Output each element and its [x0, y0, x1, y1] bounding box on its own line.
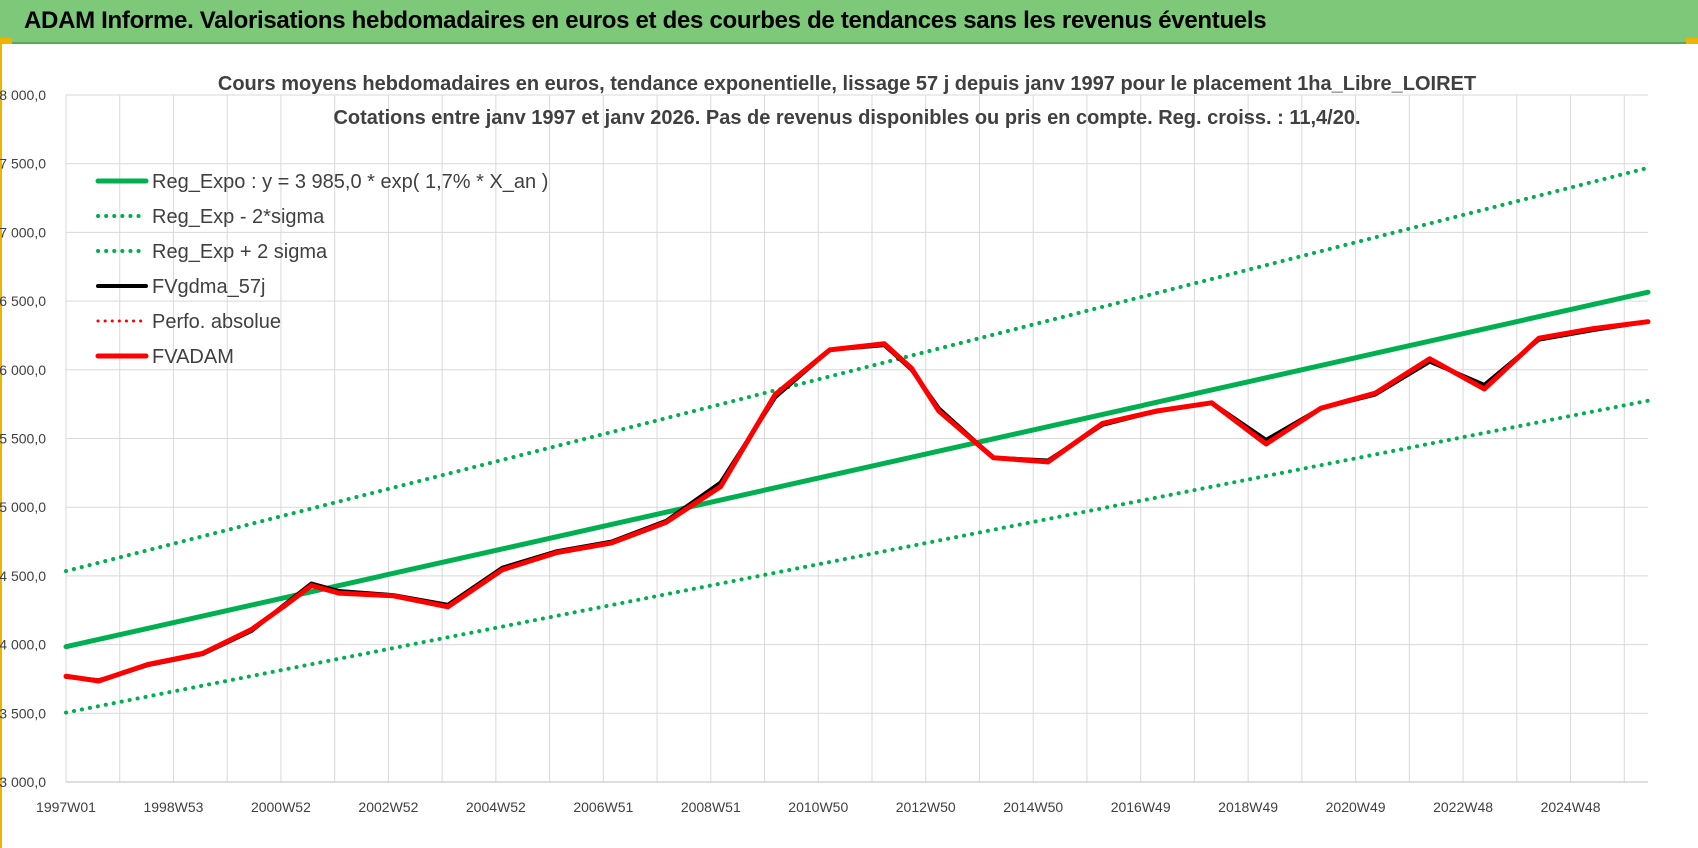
y-tick-label: 8 000,0: [0, 87, 46, 103]
y-tick-label: 5 000,0: [0, 499, 46, 515]
legend-label: Reg_Exp - 2*sigma: [152, 206, 325, 228]
x-tick-label: 1998W53: [143, 799, 203, 815]
x-tick-label: 2022W48: [1433, 799, 1493, 815]
y-tick-label: 6 000,0: [0, 362, 46, 378]
series-layer: [63, 165, 1651, 715]
y-tick-label: 6 500,0: [0, 293, 46, 309]
legend-label: FVADAM: [152, 346, 234, 368]
header-banner: ADAM Informe. Valorisations hebdomadaire…: [0, 0, 1698, 44]
x-tick-label: 1997W01: [36, 799, 96, 815]
legend-label: FVgdma_57j: [152, 276, 265, 298]
x-tick-label: 2004W52: [466, 799, 526, 815]
chart-subtitle: Cotations entre janv 1997 et janv 2026. …: [333, 107, 1360, 129]
legend: Reg_Expo : y = 3 985,0 * exp( 1,7% * X_a…: [95, 171, 548, 368]
legend-label: Perfo. absolue: [152, 311, 281, 333]
x-tick-label: 2010W50: [788, 799, 848, 815]
x-tick-label: 2020W49: [1326, 799, 1386, 815]
chart-frame: [0, 44, 1698, 848]
x-tick-label: 2018W49: [1218, 799, 1278, 815]
y-tick-label: 5 500,0: [0, 431, 46, 447]
y-tick-label: 3 000,0: [0, 774, 46, 790]
y-tick-label: 4 500,0: [0, 568, 46, 584]
legend-label: Reg_Exp + 2 sigma: [152, 241, 328, 263]
x-axis-ticks: 1997W01 1998W53 2000W52 2002W52 2004W52 2006W…: [36, 799, 1601, 815]
corner-mark-left: [0, 38, 12, 44]
page-title: ADAM Informe. Valorisations hebdomadaire…: [24, 7, 1267, 34]
chart-title: Cours moyens hebdomadaires en euros, ten…: [218, 73, 1476, 95]
y-tick-label: 4 000,0: [0, 637, 46, 653]
x-tick-label: 2000W52: [251, 799, 311, 815]
x-tick-label: 2012W50: [896, 799, 956, 815]
x-tick-label: 2008W51: [681, 799, 741, 815]
legend-label: Reg_Expo : y = 3 985,0 * exp( 1,7% * X_a…: [152, 171, 548, 193]
y-tick-label: 7 500,0: [0, 156, 46, 172]
series-line-2: [64, 165, 1650, 574]
y-axis-ticks: 3 000,0 3 500,0 4 000,0 4 500,0 5 000,0 5 500…: [0, 87, 46, 790]
x-tick-label: 2006W51: [573, 799, 633, 815]
x-tick-label: 2024W48: [1541, 799, 1601, 815]
chart: 3 000,0 3 500,0 4 000,0 4 500,0 5 000,0 5 500…: [0, 73, 1651, 815]
y-tick-label: 7 000,0: [0, 224, 46, 240]
series-line-3: [64, 319, 1650, 683]
corner-mark-right: [1686, 38, 1698, 44]
series-line-1: [64, 398, 1650, 715]
x-tick-label: 2016W49: [1111, 799, 1171, 815]
x-tick-label: 2014W50: [1003, 799, 1063, 815]
series-line-5: [63, 319, 1651, 684]
y-tick-label: 3 500,0: [0, 705, 46, 721]
grid: [65, 94, 1648, 783]
x-tick-label: 2002W52: [358, 799, 418, 815]
